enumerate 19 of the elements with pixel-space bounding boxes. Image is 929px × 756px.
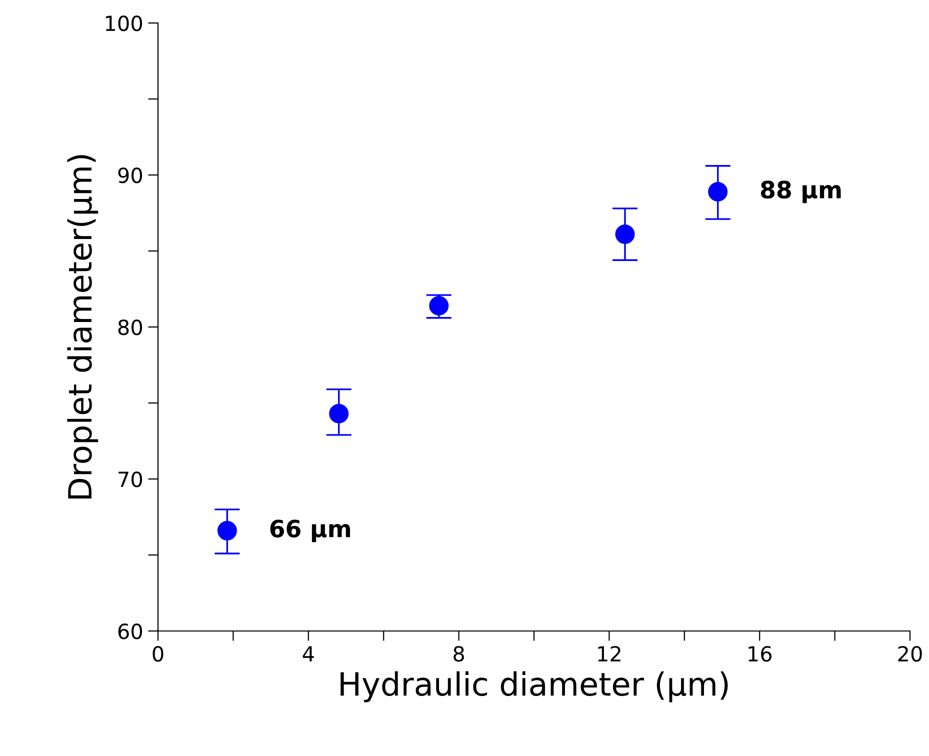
x-tick-label: 16: [748, 646, 772, 662]
y-tick-label: 80: [118, 319, 142, 336]
point: [615, 224, 635, 244]
point: [217, 520, 237, 540]
y-axis-title: Droplet diameter(µm): [67, 155, 98, 498]
x-tick-label: 12: [598, 646, 620, 662]
point: [329, 404, 349, 424]
y-tick-label: 60: [118, 623, 142, 640]
x-tick-label: 0: [152, 646, 164, 662]
y-tick-label: 90: [118, 167, 142, 184]
y-tick-label: 70: [118, 471, 142, 488]
x-tick-label: 4: [302, 646, 314, 662]
point: [708, 182, 728, 202]
x-tick-label: 20: [898, 646, 922, 662]
x-axis-title: Hydraulic diameter (µm): [340, 671, 728, 702]
annotation: 66 µm: [270, 520, 350, 542]
annotation: 88 µm: [760, 180, 841, 204]
x-tick-label: 8: [454, 646, 464, 662]
y-tick-label: 100: [106, 15, 142, 32]
